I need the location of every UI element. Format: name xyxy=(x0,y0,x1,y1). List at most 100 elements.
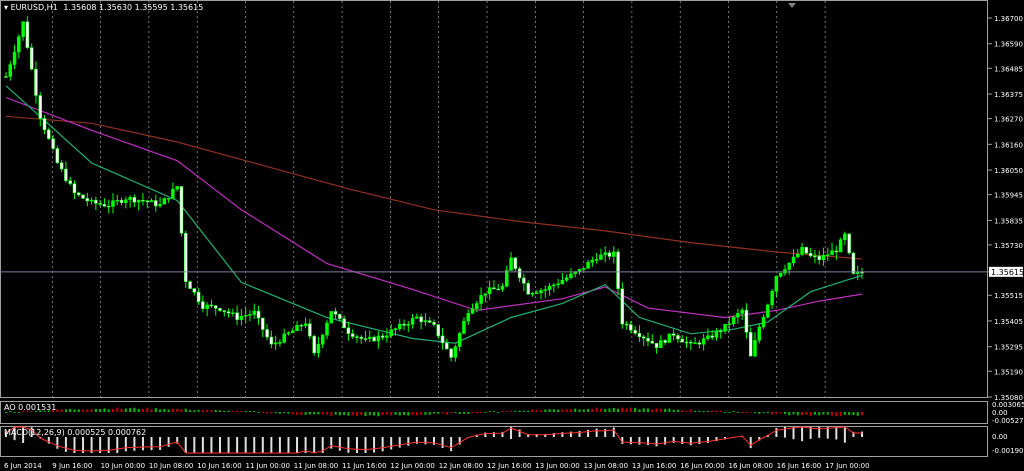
candle-body xyxy=(368,336,372,339)
candle-body xyxy=(783,269,787,274)
ao-bar xyxy=(835,412,838,417)
ao-bar xyxy=(210,409,213,412)
candle-body xyxy=(299,325,304,327)
candle-body xyxy=(115,199,120,202)
candle-body xyxy=(821,254,826,261)
candle-body xyxy=(179,186,184,234)
macd-bar xyxy=(219,437,221,453)
ao-bar xyxy=(385,412,388,415)
ao-bar xyxy=(672,409,675,412)
candle-body xyxy=(162,198,167,205)
candle-body xyxy=(847,233,851,254)
ao-scale-zero: 0.00 xyxy=(992,409,1008,417)
ao-bar xyxy=(86,409,89,412)
ao-bar xyxy=(754,412,756,414)
ao-bar xyxy=(244,411,247,412)
candle-body xyxy=(89,199,94,202)
ao-bar xyxy=(184,408,187,412)
ao-bar xyxy=(146,407,149,412)
macd-bar xyxy=(475,434,478,437)
current-price-label: 1.35615 xyxy=(991,268,1024,277)
ao-bar xyxy=(634,407,637,412)
ao-bar xyxy=(745,412,748,413)
ao-bar xyxy=(848,412,851,415)
price-tick-label: 1.35730 xyxy=(994,242,1023,250)
candle-body xyxy=(547,285,552,290)
candle-body xyxy=(697,342,702,345)
ao-bar xyxy=(719,410,722,412)
candle-body xyxy=(667,333,672,343)
macd-bar xyxy=(184,437,187,453)
ao-bar xyxy=(112,408,114,412)
menu-triangle-icon[interactable]: ▾ xyxy=(4,3,9,12)
candle-body xyxy=(81,194,85,199)
candle-body xyxy=(753,340,757,357)
candle-body xyxy=(265,329,269,338)
candle-body xyxy=(731,316,736,325)
ao-bar xyxy=(728,412,731,413)
ao-bar xyxy=(107,409,110,412)
ao-bar xyxy=(437,412,440,414)
ao-bar xyxy=(574,408,577,412)
candles xyxy=(4,16,864,362)
candle-body xyxy=(761,316,766,328)
candle-body xyxy=(748,332,753,357)
candle-body xyxy=(410,318,415,325)
ao-bar xyxy=(90,409,93,412)
macd-bar xyxy=(338,437,341,451)
candle-body xyxy=(543,289,548,291)
time-tick-label: 11 Jun 16:00 xyxy=(342,462,386,470)
macd-scale-zero: 0.00 xyxy=(992,433,1008,441)
macd-bar xyxy=(133,437,136,451)
ao-bar xyxy=(411,412,414,416)
candle-body xyxy=(158,203,162,207)
candle-body xyxy=(440,335,445,344)
macd-bar xyxy=(647,437,649,446)
macd-bar xyxy=(441,437,444,448)
candle-body xyxy=(342,318,346,329)
macd-bar xyxy=(407,437,410,446)
ao-bar xyxy=(510,410,513,412)
macd-bar xyxy=(347,437,350,453)
candle-body xyxy=(487,287,492,294)
ao-bar xyxy=(856,412,859,416)
macd-bar xyxy=(518,429,521,437)
candle-body xyxy=(419,316,423,323)
ao-bar xyxy=(47,410,50,412)
ao-bar xyxy=(788,412,791,416)
candle-body xyxy=(406,324,411,326)
candle-body xyxy=(312,335,316,354)
ao-bar xyxy=(17,412,20,413)
candle-body xyxy=(496,288,500,291)
macd-bar xyxy=(749,437,752,449)
candle-body xyxy=(791,256,796,264)
macd-bar xyxy=(766,434,769,437)
ao-bar xyxy=(514,410,517,412)
candle-body xyxy=(141,199,145,202)
ao-bar xyxy=(462,412,465,414)
candle-body xyxy=(303,323,308,326)
candle-body xyxy=(774,276,779,292)
ao-bar xyxy=(364,412,367,416)
candle-body xyxy=(577,268,582,272)
ao-bar xyxy=(180,409,183,412)
ao-bar xyxy=(189,410,192,412)
ao-bar xyxy=(467,412,470,414)
candle-body xyxy=(629,324,633,331)
ao-bar xyxy=(492,411,495,412)
candle-body xyxy=(624,323,629,326)
macd-bar xyxy=(484,432,487,437)
candle-body xyxy=(727,323,732,326)
ao-bar xyxy=(706,411,709,412)
price-tick-label: 1.35945 xyxy=(994,192,1023,200)
macd-panel-frame xyxy=(0,426,988,457)
ao-bar xyxy=(608,408,611,412)
macd-bar xyxy=(227,437,230,453)
price-tick-label: 1.35405 xyxy=(994,318,1023,326)
shift-marker-icon[interactable] xyxy=(788,3,796,8)
macd-bar xyxy=(270,437,273,453)
candle-body xyxy=(256,310,261,319)
time-tick-label: 12 Jun 08:00 xyxy=(439,462,483,470)
candle-body xyxy=(826,254,830,257)
